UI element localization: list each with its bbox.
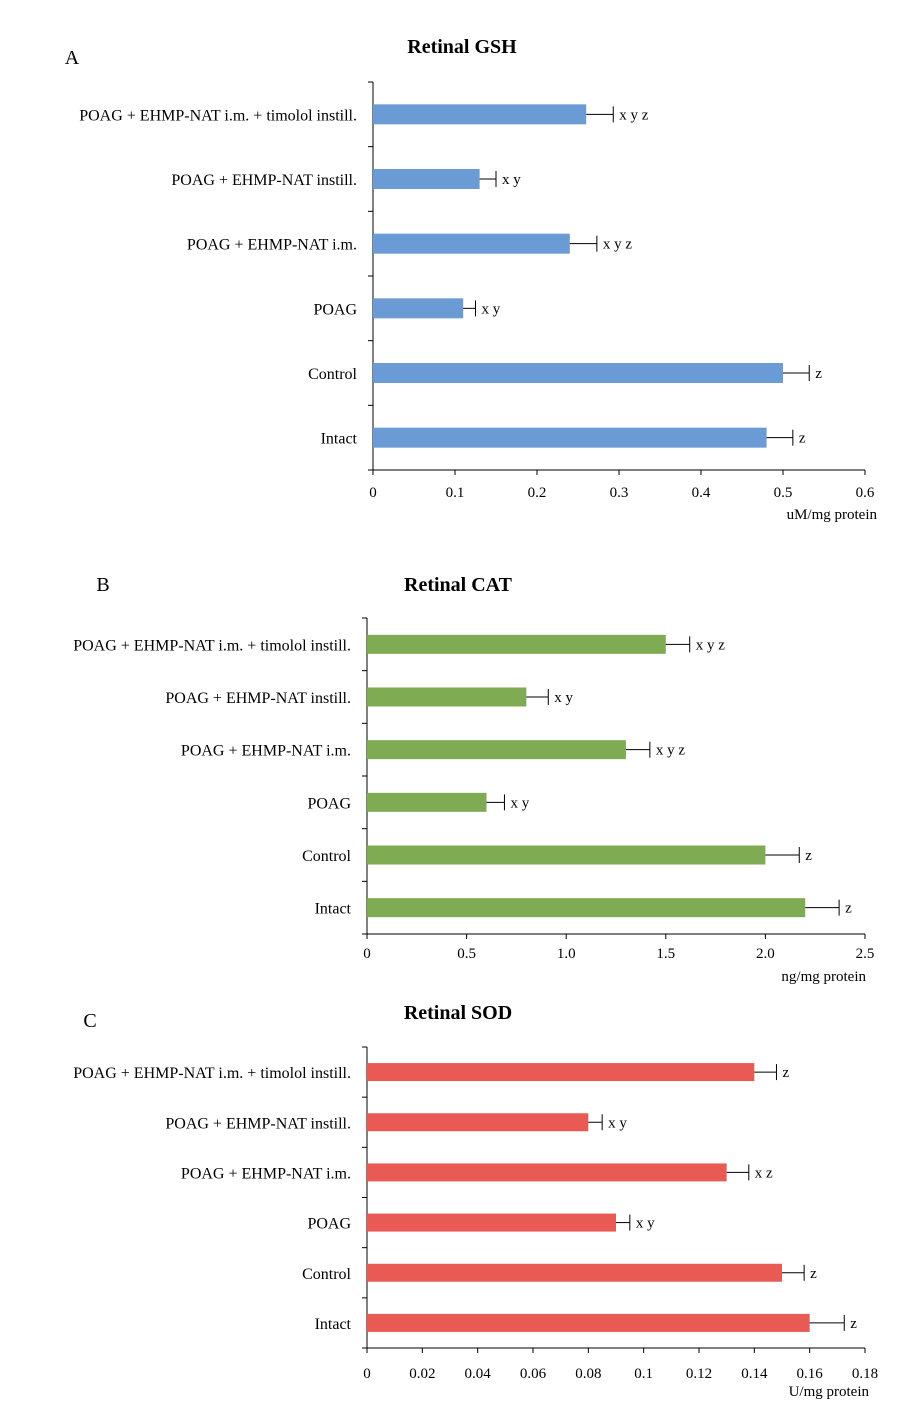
bar bbox=[367, 1113, 589, 1132]
chart-title: Retinal CAT bbox=[404, 574, 513, 596]
x-tick-label: 0.2 bbox=[528, 485, 547, 501]
x-tick-label: 0 bbox=[363, 1366, 371, 1382]
x-tick-label: 1.5 bbox=[656, 946, 675, 962]
significance-label: x y bbox=[510, 795, 529, 811]
bar bbox=[367, 898, 806, 918]
panel-letter: C bbox=[83, 1010, 96, 1032]
category-label: POAG + EHMP-NAT i.m. bbox=[181, 743, 351, 760]
significance-label: z bbox=[805, 848, 812, 864]
chart-title: Retinal GSH bbox=[407, 36, 517, 58]
x-tick-label: 0.5 bbox=[457, 946, 476, 962]
category-label: Intact bbox=[321, 431, 358, 448]
bar bbox=[373, 427, 767, 448]
category-label: Intact bbox=[315, 1316, 352, 1333]
x-tick-label: 0.12 bbox=[686, 1366, 712, 1382]
bar bbox=[367, 1313, 810, 1332]
bar bbox=[367, 1263, 782, 1282]
x-tick-label: 0.1 bbox=[634, 1366, 653, 1382]
significance-label: x z bbox=[755, 1165, 773, 1181]
x-tick-label: 1.0 bbox=[557, 946, 576, 962]
category-label: POAG + EHMP-NAT i.m. bbox=[181, 1165, 351, 1182]
x-tick-label: 0 bbox=[369, 485, 377, 501]
bar bbox=[373, 233, 570, 254]
significance-label: z bbox=[850, 1316, 857, 1332]
significance-label: x y bbox=[554, 690, 573, 706]
x-tick-label: 2.5 bbox=[856, 946, 875, 962]
x-tick-label: 0.1 bbox=[446, 485, 465, 501]
category-label: POAG + EHMP-NAT i.m. + timolol instill. bbox=[73, 637, 351, 654]
x-tick-label: 0.02 bbox=[409, 1366, 435, 1382]
significance-label: z bbox=[799, 431, 806, 447]
x-tick-label: 0.16 bbox=[797, 1366, 824, 1382]
x-tick-label: 0.4 bbox=[692, 485, 711, 501]
significance-label: x y bbox=[502, 172, 521, 188]
bar bbox=[373, 298, 464, 319]
bar bbox=[373, 363, 783, 383]
bar bbox=[367, 1213, 616, 1232]
chart-title: Retinal SOD bbox=[404, 1002, 512, 1024]
category-label: POAG + EHMP-NAT i.m. + timolol instill. bbox=[73, 1065, 351, 1082]
bar bbox=[367, 634, 666, 654]
significance-label: z bbox=[845, 901, 852, 917]
significance-label: x y z bbox=[656, 743, 686, 759]
x-tick-label: 2.0 bbox=[756, 946, 775, 962]
bar bbox=[367, 687, 527, 707]
significance-label: x y z bbox=[603, 237, 633, 253]
x-axis-label: ng/mg protein bbox=[781, 969, 866, 985]
panel-letter: A bbox=[65, 47, 80, 69]
panel-letter: B bbox=[96, 574, 109, 596]
x-tick-label: 0 bbox=[363, 946, 371, 962]
bar bbox=[373, 104, 587, 125]
category-label: Control bbox=[308, 366, 357, 383]
x-tick-label: 0.04 bbox=[465, 1366, 492, 1382]
bar bbox=[367, 740, 626, 760]
bar bbox=[367, 792, 487, 812]
bar bbox=[373, 169, 480, 189]
significance-label: x y bbox=[608, 1115, 627, 1131]
category-label: POAG + EHMP-NAT instill. bbox=[171, 172, 357, 189]
x-tick-label: 0.14 bbox=[741, 1366, 768, 1382]
x-tick-label: 0.06 bbox=[520, 1366, 547, 1382]
category-label: POAG + EHMP-NAT i.m. + timolol instill. bbox=[79, 107, 357, 124]
category-label: Control bbox=[302, 1266, 351, 1283]
significance-label: x y bbox=[482, 301, 501, 317]
bar bbox=[367, 1063, 755, 1082]
category-label: Control bbox=[302, 848, 351, 865]
category-label: POAG bbox=[307, 1216, 351, 1233]
significance-label: z bbox=[815, 366, 822, 382]
bar bbox=[367, 845, 766, 865]
category-label: POAG + EHMP-NAT instill. bbox=[165, 1115, 351, 1132]
category-label: POAG bbox=[313, 301, 357, 318]
significance-label: x y bbox=[636, 1216, 655, 1232]
x-tick-label: 0.3 bbox=[610, 485, 629, 501]
category-label: POAG bbox=[307, 795, 351, 812]
category-label: POAG + EHMP-NAT instill. bbox=[165, 690, 351, 707]
significance-label: x y z bbox=[619, 107, 649, 123]
bar bbox=[367, 1163, 727, 1182]
category-label: Intact bbox=[315, 901, 352, 918]
significance-label: x y z bbox=[696, 637, 726, 653]
significance-label: z bbox=[810, 1266, 817, 1282]
category-label: POAG + EHMP-NAT i.m. bbox=[187, 237, 357, 254]
x-axis-label: uM/mg protein bbox=[787, 507, 878, 523]
x-tick-label: 0.5 bbox=[774, 485, 793, 501]
x-tick-label: 0.18 bbox=[852, 1366, 878, 1382]
x-tick-label: 0.6 bbox=[856, 485, 875, 501]
x-axis-label: U/mg protein bbox=[789, 1384, 870, 1400]
x-tick-label: 0.08 bbox=[575, 1366, 601, 1382]
significance-label: z bbox=[782, 1065, 789, 1081]
